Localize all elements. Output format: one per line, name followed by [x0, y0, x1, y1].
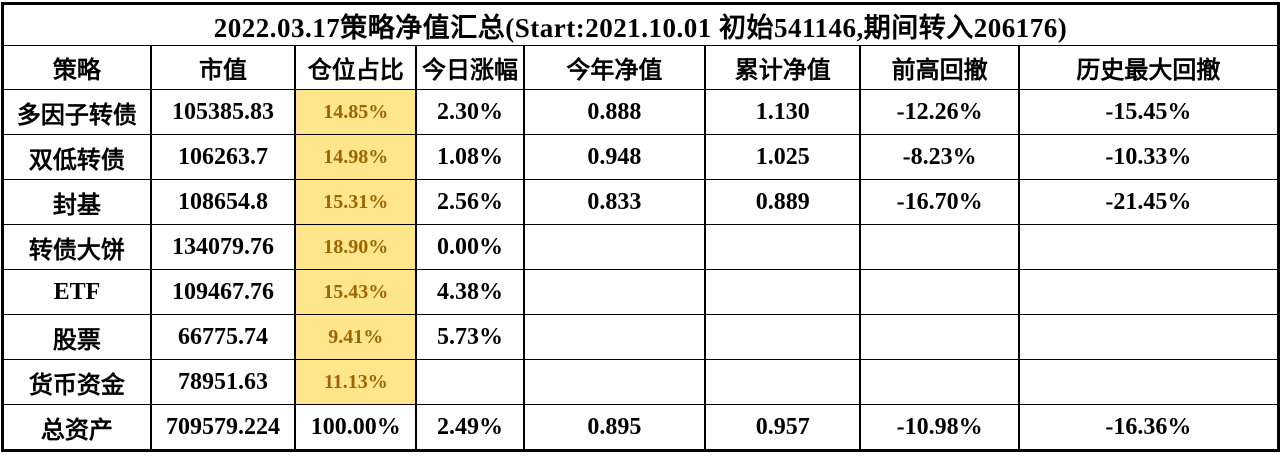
table-row-2: 封基 108654.8 15.31% 2.56% 0.833 0.889 -16.70% -2… [1, 179, 1280, 225]
table-cell: -8.23% [859, 134, 1020, 180]
table-cell: 109467.76 [149, 269, 297, 315]
table-cell: 108654.8 [149, 179, 297, 225]
table-cell: 2.56% [415, 179, 525, 225]
table-cell: 0.888 [522, 89, 707, 135]
table-cell: -21.45% [1017, 179, 1280, 225]
table-cell: 0.948 [522, 134, 707, 180]
column-header-3: 今日涨幅 [415, 45, 525, 90]
table-cell [859, 269, 1020, 315]
strategy-name-cell: 封基 [1, 179, 152, 225]
table-cell: 0.00% [415, 224, 525, 270]
table-cell: 0.889 [704, 179, 862, 225]
strategy-name-cell: 总资产 [1, 404, 152, 451]
column-header-6: 前高回撤 [859, 45, 1020, 90]
table-cell: -10.98% [859, 404, 1020, 451]
table-cell [522, 269, 707, 315]
table-cell: 4.38% [415, 269, 525, 315]
table-cell: 134079.76 [149, 224, 297, 270]
table-cell: -12.26% [859, 89, 1020, 135]
table-row-7: 总资产 709579.224 100.00% 2.49% 0.895 0.957 -10.9… [1, 404, 1280, 451]
table-cell: 5.73% [415, 314, 525, 360]
table-cell: 15.31% [294, 179, 418, 225]
column-header-2: 仓位占比 [294, 45, 418, 90]
table-cell: 1.08% [415, 134, 525, 180]
table-cell [415, 359, 525, 405]
table-cell [1017, 224, 1280, 270]
title-row: 2022.03.17策略净值汇总(Start:2021.10.01 初始5411… [1, 3, 1280, 46]
table-cell: 2.30% [415, 89, 525, 135]
table-cell: 78951.63 [149, 359, 297, 405]
strategy-name-cell: 双低转债 [1, 134, 152, 180]
table-cell: 106263.7 [149, 134, 297, 180]
column-header-0: 策略 [1, 45, 152, 90]
column-header-7: 历史最大回撤 [1017, 45, 1280, 90]
header-row: 策略 市值 仓位占比 今日涨幅 今年净值 累计净值 前高回撤 历史最大回撤 [1, 45, 1280, 90]
table-cell: 709579.224 [149, 404, 297, 451]
table-cell: -10.33% [1017, 134, 1280, 180]
strategy-name-cell: 转债大饼 [1, 224, 152, 270]
table-cell: 105385.83 [149, 89, 297, 135]
table-cell: 15.43% [294, 269, 418, 315]
table-cell: 18.90% [294, 224, 418, 270]
table-row-6: 货币资金 78951.63 11.13% [1, 359, 1280, 405]
table-title: 2022.03.17策略净值汇总(Start:2021.10.01 初始5411… [1, 3, 1280, 46]
table-cell [1017, 314, 1280, 360]
strategy-name-cell: ETF [1, 269, 152, 315]
strategy-name-cell: 货币资金 [1, 359, 152, 405]
column-header-4: 今年净值 [522, 45, 707, 90]
table-cell [704, 224, 862, 270]
table-cell: 0.833 [522, 179, 707, 225]
strategy-name-cell: 多因子转债 [1, 89, 152, 135]
table-cell: 100.00% [294, 404, 418, 451]
table-cell [859, 359, 1020, 405]
table-cell: 9.41% [294, 314, 418, 360]
table-cell: 1.025 [704, 134, 862, 180]
table-cell [1017, 359, 1280, 405]
strategy-name-cell: 股票 [1, 314, 152, 360]
table-cell [859, 224, 1020, 270]
strategy-nav-summary-table: 2022.03.17策略净值汇总(Start:2021.10.01 初始5411… [1, 2, 1280, 452]
table-cell [522, 314, 707, 360]
table-row-0: 多因子转债 105385.83 14.85% 2.30% 0.888 1.130 -12.2… [1, 89, 1280, 135]
table-cell: 2.49% [415, 404, 525, 451]
table-cell [859, 314, 1020, 360]
table-cell: 0.957 [704, 404, 862, 451]
table-row-3: 转债大饼 134079.76 18.90% 0.00% [1, 224, 1280, 270]
table-cell [704, 314, 862, 360]
table-cell: 14.98% [294, 134, 418, 180]
table-row-1: 双低转债 106263.7 14.98% 1.08% 0.948 1.025 -8.23% -… [1, 134, 1280, 180]
table-cell [704, 269, 862, 315]
table-cell: 11.13% [294, 359, 418, 405]
table-cell [522, 359, 707, 405]
column-header-1: 市值 [149, 45, 297, 90]
table-cell: -16.36% [1017, 404, 1280, 451]
table-cell: 14.85% [294, 89, 418, 135]
table-cell: 0.895 [522, 404, 707, 451]
table-cell: -15.45% [1017, 89, 1280, 135]
table-cell [1017, 269, 1280, 315]
table-row-4: ETF 109467.76 15.43% 4.38% [1, 269, 1280, 315]
table-cell: 1.130 [704, 89, 862, 135]
table-row-5: 股票 66775.74 9.41% 5.73% [1, 314, 1280, 360]
table-cell: 66775.74 [149, 314, 297, 360]
column-header-5: 累计净值 [704, 45, 862, 90]
table-cell [522, 224, 707, 270]
table-cell [704, 359, 862, 405]
table-cell: -16.70% [859, 179, 1020, 225]
